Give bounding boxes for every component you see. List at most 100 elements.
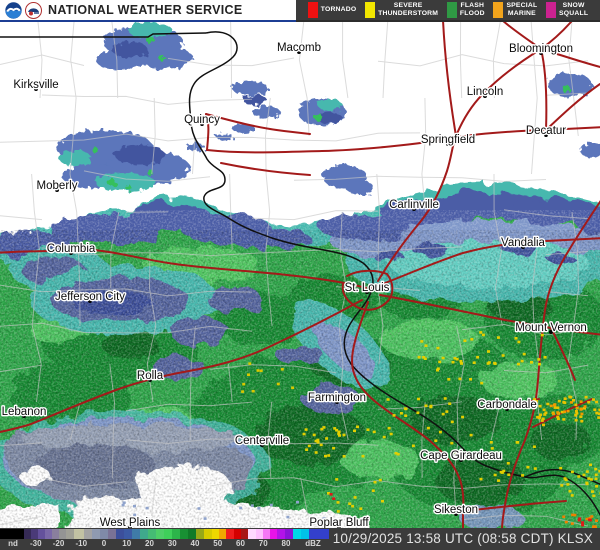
colorbar-segment: [256, 529, 263, 539]
colorbar-tick: nd: [8, 539, 18, 548]
city-label: Sikeston: [434, 504, 478, 516]
colorbar-segment: [66, 529, 74, 539]
city-label: Lebanon: [2, 406, 47, 418]
alert-legend-label: SEVERE THUNDERSTORM: [378, 2, 439, 17]
city-label: Kirksville: [13, 79, 58, 91]
city-marker: [34, 87, 38, 91]
city-marker: [483, 94, 487, 98]
colorbar-tick: 20: [145, 539, 154, 548]
colorbar-tick: -20: [52, 539, 65, 548]
city-label: Bloomington: [509, 43, 573, 55]
city-label: Rolla: [137, 370, 164, 382]
city-label: Quincy: [184, 114, 220, 126]
city-marker: [539, 51, 543, 55]
city-label: Carlinville: [389, 199, 439, 211]
colorbar-tick: 40: [190, 539, 200, 548]
agency-title: NATIONAL WEATHER SERVICE: [48, 3, 243, 17]
city-marker: [454, 512, 458, 516]
colorbar-segment: [180, 529, 188, 539]
radar-map-canvas[interactable]: Kirksville Macomb Bloomington Lincoln Quincy…: [0, 22, 600, 528]
city-marker: [505, 407, 509, 411]
colorbar-segment: [0, 529, 24, 539]
colorbar-segment: [226, 529, 234, 539]
city-marker: [337, 525, 341, 528]
radar-grain-light: [0, 210, 600, 528]
alert-legend-label: SNOW SQUALL: [559, 2, 589, 17]
alert-color-swatch: [307, 2, 318, 18]
city-marker: [69, 251, 73, 255]
colorbar-segment: [172, 529, 180, 539]
alert-color-swatch: [546, 2, 557, 18]
city-marker: [148, 378, 152, 382]
colorbar-segment: [52, 529, 59, 539]
colorbar-segment: [219, 529, 226, 539]
city-marker: [544, 133, 548, 137]
city-label: Centerville: [235, 435, 289, 447]
city-label: Columbia: [47, 243, 96, 255]
radar-speckles: [121, 331, 600, 528]
colorbar-segment: [301, 529, 309, 539]
colorbar-segment: [92, 529, 100, 539]
alert-legend-item: SPECIAL MARINE: [493, 2, 537, 18]
city-label: Cape Girardeau: [420, 450, 502, 462]
brand-area: NATIONAL WEATHER SERVICE: [0, 0, 296, 22]
city-marker: [459, 458, 463, 462]
colorbar-segment: [24, 529, 31, 539]
nws-logo[interactable]: [25, 1, 42, 19]
city-marker: [128, 525, 132, 528]
highways: [0, 22, 600, 528]
colorbar-tick: -30: [29, 539, 42, 548]
city-marker: [335, 400, 339, 404]
alert-legend-item: FLASH FLOOD: [446, 2, 485, 18]
colorbar-segment: [108, 529, 116, 539]
status-bar: nd -30 -20 -10 0 10 20 30 40 50 60 70 80 dBZ 10/29/20…: [0, 528, 600, 550]
alert-legend-label: SPECIAL MARINE: [506, 2, 538, 17]
colorbar-tick-labels: nd -30 -20 -10 0 10 20 30 40 50 60 70 80 dBZ: [0, 539, 360, 550]
colorbar-unit-label: dBZ: [305, 539, 321, 548]
radar-map[interactable]: Kirksville Macomb Bloomington Lincoln Quincy…: [0, 22, 600, 528]
alert-legend: TORNADO SEVERE THUNDERSTORM FLASH FLOOD SPE…: [296, 0, 600, 22]
colorbar-segment: [285, 529, 293, 539]
timestamp: 10/29/2025 13:58 UTC (08:58 CDT) KLSX: [332, 531, 593, 546]
city-marker: [22, 414, 26, 418]
colorbar-segment: [100, 529, 108, 539]
city-marker: [446, 142, 450, 146]
colorbar-segment: [116, 529, 124, 539]
city-label: Vandalia: [501, 237, 546, 249]
colorbar-tick: 10: [122, 539, 132, 548]
colorbar-segment: [188, 529, 196, 539]
radar-scattered-echoes: [57, 22, 600, 195]
colorbar-segment: [132, 529, 140, 539]
city-label: Farmington: [308, 392, 366, 404]
city-label: Poplar Bluff: [309, 517, 369, 528]
colorbar-tick: 0: [101, 539, 107, 548]
colorbar-segment: [84, 529, 92, 539]
city-marker: [297, 50, 301, 54]
city-label: Macomb: [277, 42, 321, 54]
colorbar-segment: [38, 529, 45, 539]
reflectivity-colorbar: [0, 529, 337, 539]
city-marker: [521, 245, 525, 249]
colorbar-tick: 70: [258, 539, 268, 548]
city-label: St. Louis: [345, 282, 390, 294]
colorbar-segment: [59, 529, 66, 539]
city-label: Moberly: [37, 180, 78, 192]
alert-legend-label: FLASH FLOOD: [459, 2, 485, 17]
city-marker: [260, 443, 264, 447]
city-marker: [365, 290, 369, 294]
city-label: Springfield: [421, 134, 475, 146]
mississippi-river: [188, 31, 600, 517]
city-marker: [88, 299, 92, 303]
city-marker: [549, 330, 553, 334]
noaa-logo[interactable]: [5, 1, 22, 19]
city-label: West Plains: [100, 517, 161, 528]
colorbar-segment: [156, 529, 164, 539]
alert-color-swatch: [493, 2, 504, 18]
colorbar-tick: 80: [281, 539, 291, 548]
colorbar-segment: [277, 529, 285, 539]
colorbar-segment: [31, 529, 38, 539]
alert-color-swatch: [365, 2, 376, 18]
city-label: Decatur: [526, 125, 566, 137]
colorbar-segment: [234, 529, 241, 539]
